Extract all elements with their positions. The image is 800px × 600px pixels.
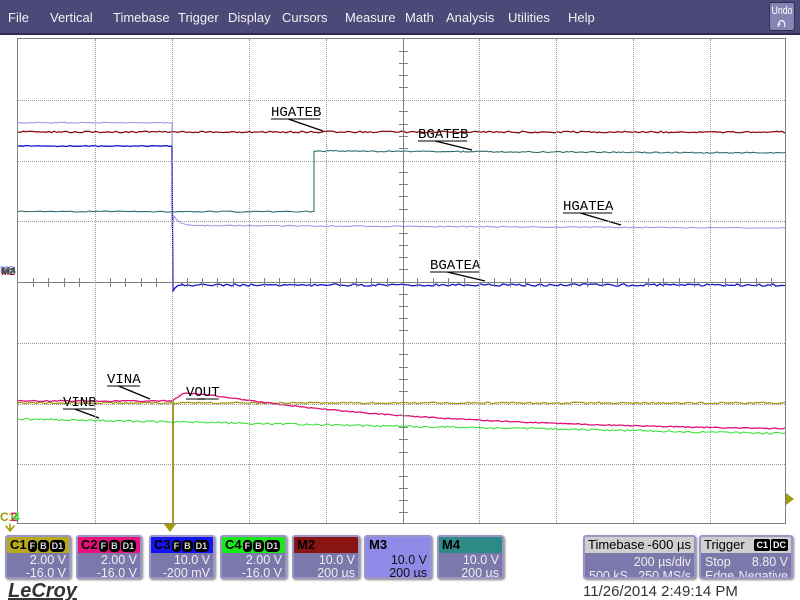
svg-text:4: 4: [13, 510, 20, 524]
svg-text:M4: M4: [2, 266, 16, 277]
